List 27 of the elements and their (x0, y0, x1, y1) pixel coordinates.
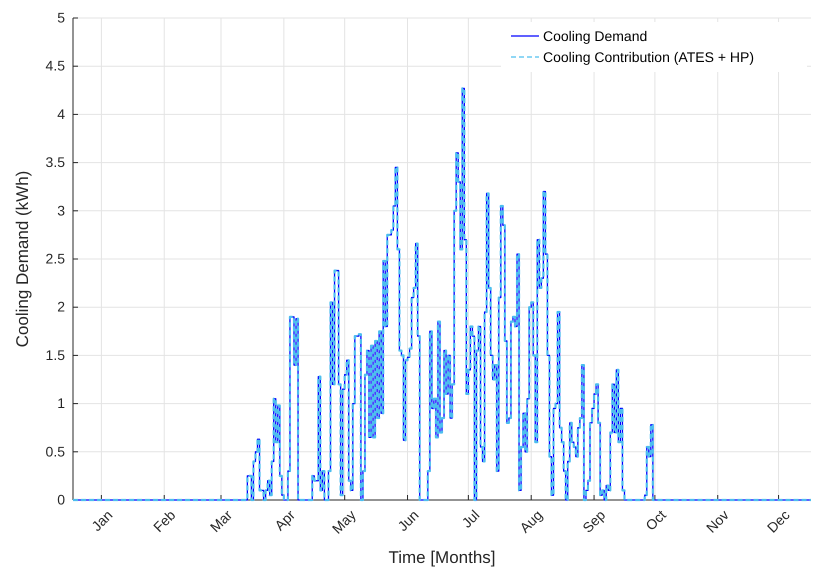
x-tick-label: Jun (394, 506, 422, 534)
y-tick-label: 4.5 (46, 58, 66, 74)
x-tick-label: Feb (150, 506, 179, 536)
y-tick-label: 3.5 (46, 154, 66, 170)
legend-label: Cooling Contribution (ATES + HP) (543, 49, 754, 65)
x-tick-label: Oct (642, 506, 670, 534)
y-tick-label: 4 (57, 106, 66, 122)
x-tick-label: Jul (458, 506, 482, 531)
y-tick-label: 2 (57, 298, 66, 315)
y-axis-title: Cooling Demand (kWh) (13, 170, 32, 348)
y-tick-label: 1.5 (46, 346, 66, 363)
y-tick-label: 0 (57, 491, 66, 508)
y-tick-label: 3 (57, 202, 66, 218)
x-tick-label: May (328, 506, 359, 537)
y-tick-label: 0.5 (46, 443, 66, 460)
x-tick-label: Jan (88, 506, 116, 534)
x-axis-title: Time [Months] (388, 548, 496, 567)
x-tick-label: Apr (271, 506, 298, 534)
x-tick-label: Sep (579, 506, 608, 536)
x-tick-label: Dec (764, 506, 793, 536)
x-tick-label: Aug (516, 506, 546, 536)
y-tick-label: 1 (57, 395, 66, 412)
legend-label: Cooling Demand (543, 28, 648, 44)
y-tick-label: 5 (57, 9, 66, 26)
x-tick-label: Nov (702, 506, 732, 536)
x-tick-label: Mar (206, 506, 236, 536)
y-tick-label: 2.5 (46, 250, 66, 266)
